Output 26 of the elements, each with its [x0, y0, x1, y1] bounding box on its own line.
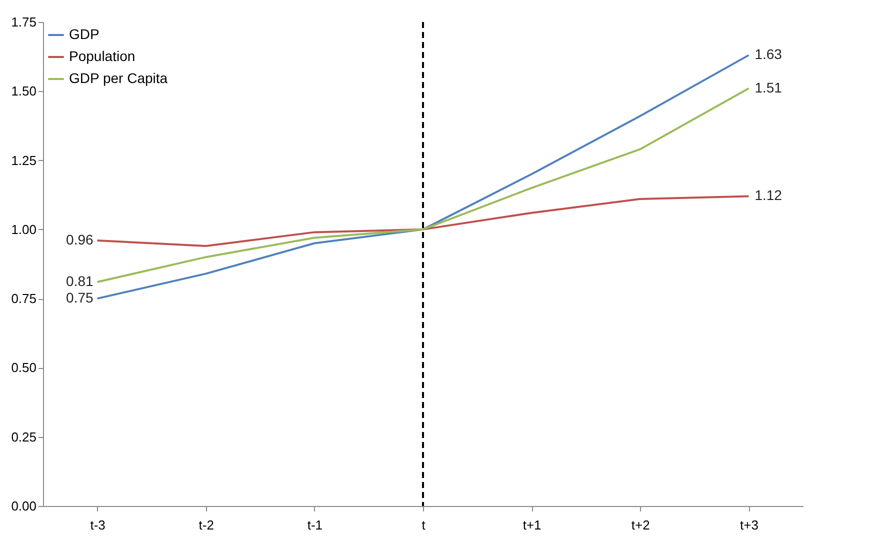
- x-tick-label: t-3: [90, 518, 106, 532]
- line-series: [96, 195, 750, 248]
- legend-label: GDP per Capita: [69, 70, 168, 86]
- x-tick-label: t+3: [740, 518, 758, 532]
- data-label: 0.75: [66, 290, 94, 306]
- y-tick-label: 1.75: [11, 14, 36, 30]
- x-tick-label: t-2: [198, 518, 214, 532]
- legend-label: Population: [69, 48, 136, 64]
- x-tick-label: t+1: [522, 518, 542, 532]
- x-tick-label: t-1: [307, 518, 323, 532]
- x-tick-label: t+2: [631, 518, 650, 532]
- y-tick-label: 0.75: [11, 291, 36, 306]
- legend-label: GDP: [69, 26, 100, 42]
- line-series: [96, 87, 750, 283]
- data-label: 0.96: [66, 231, 94, 248]
- y-tick-label: 0.50: [11, 360, 36, 376]
- x-tick-label: t: [422, 518, 426, 532]
- data-label: 1.12: [754, 187, 782, 204]
- data-label: 1.51: [754, 79, 782, 96]
- y-tick-label: 0.00: [11, 498, 36, 514]
- y-tick-label: 0.25: [11, 429, 36, 444]
- y-tick-label: 1.00: [11, 222, 36, 237]
- data-label: 1.63: [754, 46, 782, 62]
- y-tick-label: 1.25: [11, 152, 36, 168]
- y-tick-label: 1.50: [11, 84, 36, 99]
- data-label: 0.81: [66, 272, 94, 289]
